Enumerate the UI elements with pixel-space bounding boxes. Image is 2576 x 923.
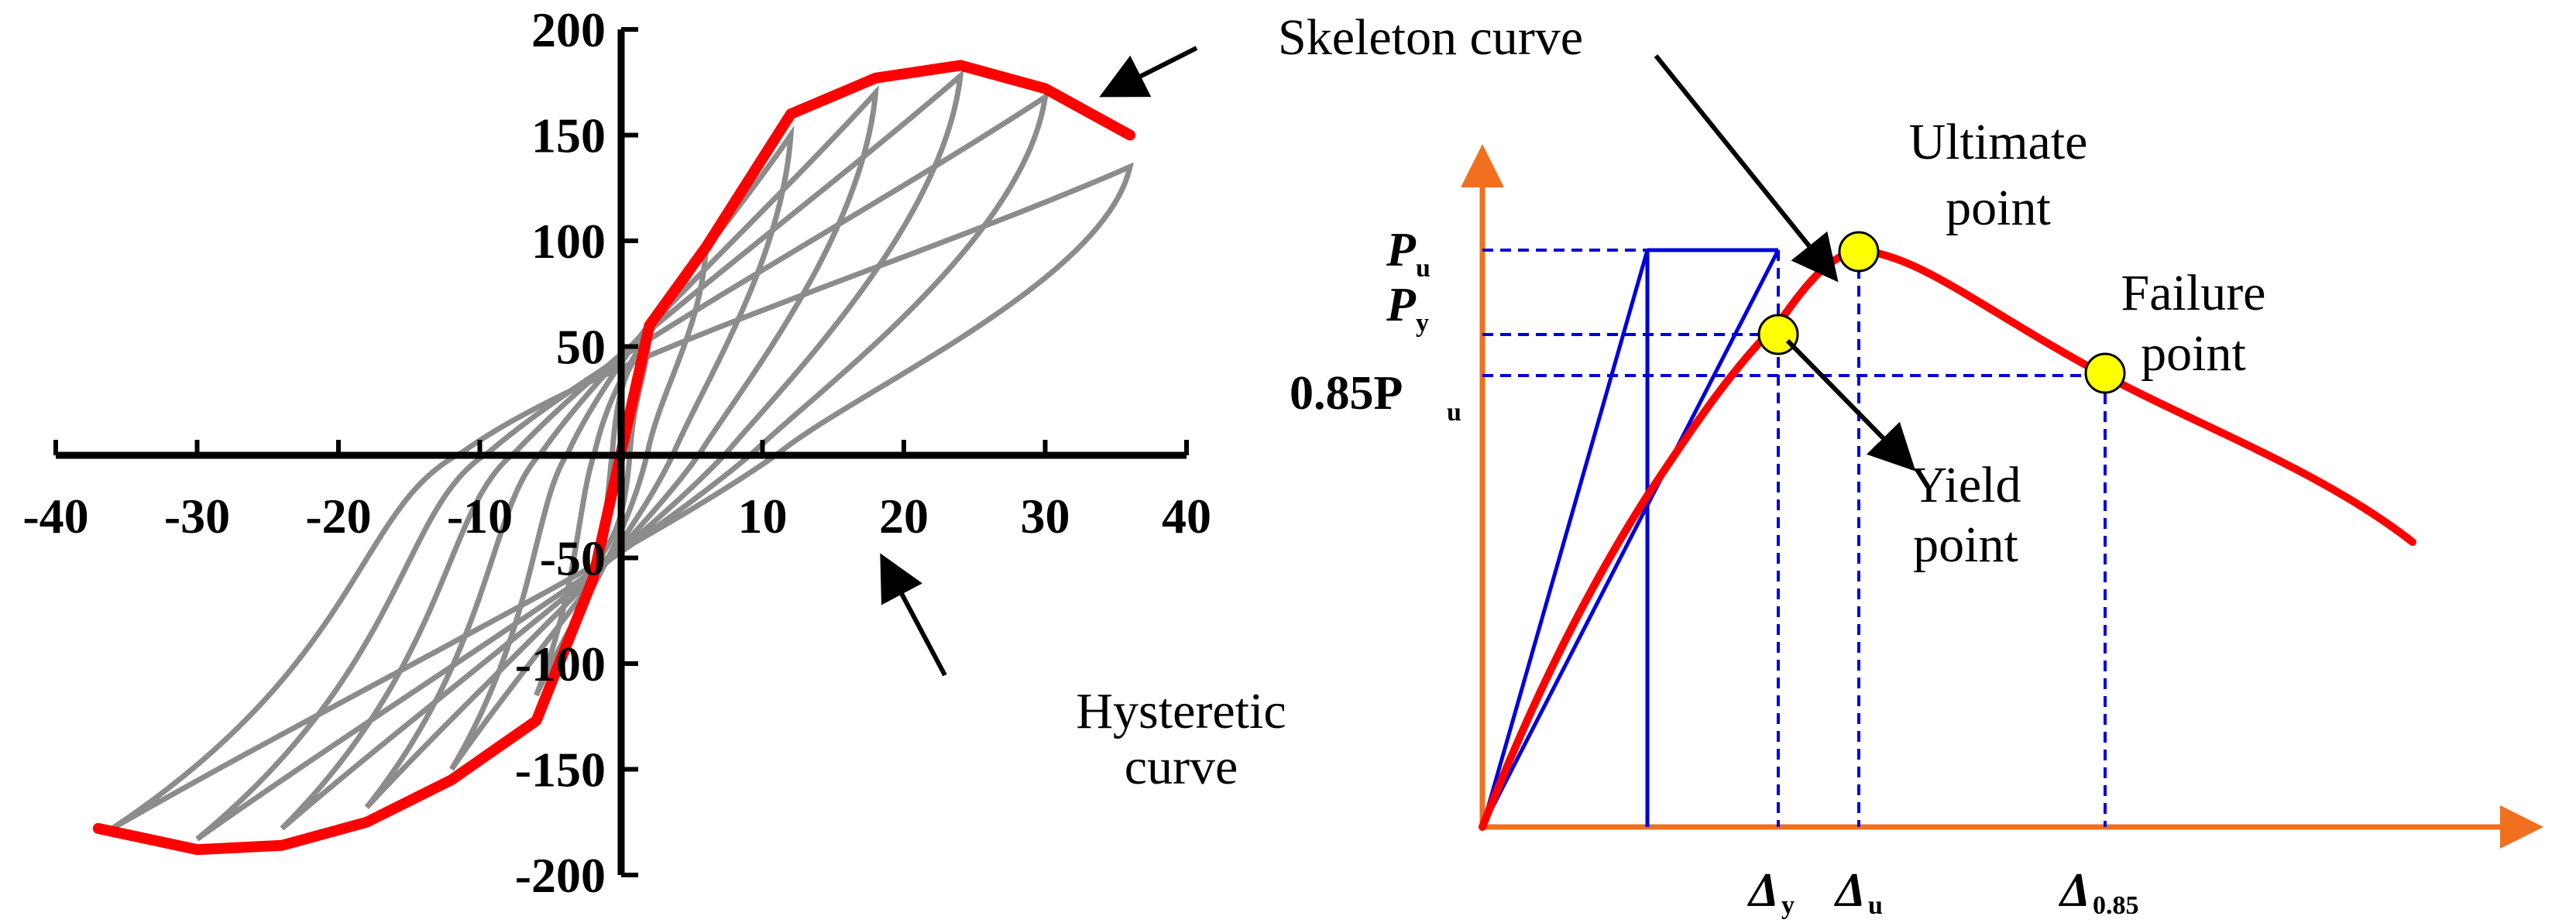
guide-lines xyxy=(1482,249,2107,827)
hysteretic-loop xyxy=(195,91,1049,842)
hysteretic-loop xyxy=(111,162,1134,831)
tangent-line xyxy=(1480,249,1781,829)
svg-text:Δ: Δ xyxy=(1747,864,1779,917)
svg-text:y: y xyxy=(1781,891,1795,919)
skeleton-to-schematic-arrow xyxy=(1654,54,1839,283)
hysteretic-curve-label-line2: curve xyxy=(1125,739,1238,795)
ultimate-point-label-line1: Ultimate xyxy=(1909,114,2088,170)
x-tick-label: -30 xyxy=(164,489,230,544)
svg-text:u: u xyxy=(1416,254,1431,283)
skeleton-schematic: P u P y 0.85P u Δ y Δ u Δ 0.85 Ultimate … xyxy=(1290,54,2543,920)
yield-point-arrow xyxy=(1785,338,1916,472)
svg-text:P: P xyxy=(1386,279,1417,331)
y-tick-label: 100 xyxy=(531,214,606,269)
delta-u-label: Δ u xyxy=(1833,864,1883,920)
failure-point-marker xyxy=(2084,352,2126,394)
p085-label: 0.85P u xyxy=(1290,367,1461,427)
ultimate-point-marker xyxy=(1838,231,1880,273)
y-tick-label: -200 xyxy=(515,848,606,903)
svg-text:P: P xyxy=(1386,224,1417,276)
svg-text:Δ: Δ xyxy=(1833,864,1866,917)
x-tick-label: -20 xyxy=(305,489,371,544)
y-axis-ticks: 200 150 100 50 -50 -100 -150 -200 xyxy=(515,2,638,903)
y-tick-label: -50 xyxy=(540,531,606,586)
x-tick-label: -10 xyxy=(447,489,513,544)
x-tick-label: 10 xyxy=(738,489,788,544)
hysteretic-curve-label-line1: Hysteretic xyxy=(1076,683,1286,739)
x-tick-label: 40 xyxy=(1162,489,1211,544)
secant-line xyxy=(1480,249,1650,828)
yield-point-label-line2: point xyxy=(1913,516,2018,573)
yield-point-label-line1: Yield xyxy=(1911,457,2021,513)
svg-text:u: u xyxy=(1868,891,1883,919)
y-tick-label: 150 xyxy=(531,108,606,163)
skeleton-curve-label: Skeleton curve xyxy=(1278,9,1583,66)
skeleton-curve-arrow xyxy=(1099,46,1198,98)
y-tick-label: 200 xyxy=(531,2,606,57)
failure-point-label-line2: point xyxy=(2141,325,2246,382)
svg-text:0.85P: 0.85P xyxy=(1290,367,1403,420)
py-label: P y xyxy=(1386,279,1429,338)
delta-y-label: Δ y xyxy=(1747,864,1795,920)
hysteretic-curves xyxy=(111,69,1134,842)
svg-text:Δ: Δ xyxy=(2058,864,2090,917)
failure-point-label-line1: Failure xyxy=(2121,265,2266,321)
x-tick-label: -40 xyxy=(22,489,88,544)
delta-085-label: Δ 0.85 xyxy=(2058,864,2139,920)
pu-label: P u xyxy=(1386,224,1431,283)
svg-text:u: u xyxy=(1447,398,1461,427)
svg-text:0.85: 0.85 xyxy=(2093,891,2139,919)
svg-text:y: y xyxy=(1416,309,1429,338)
x-tick-label: 30 xyxy=(1021,489,1070,544)
ultimate-point-label-line2: point xyxy=(1946,180,2051,236)
y-tick-label: -100 xyxy=(515,636,606,691)
x-axis-ticks: -40 -30 -20 -10 10 20 30 40 xyxy=(22,440,1211,544)
hysteretic-curve-arrow xyxy=(880,553,947,677)
y-tick-label: 50 xyxy=(556,320,606,375)
x-tick-label: 20 xyxy=(879,489,929,544)
construction-lines xyxy=(1480,248,1781,829)
y-tick-label: -150 xyxy=(515,743,606,798)
hysteresis-chart: -40 -30 -20 -10 10 20 30 40 200 150 100 50 -50 -100 -… xyxy=(22,2,1583,903)
